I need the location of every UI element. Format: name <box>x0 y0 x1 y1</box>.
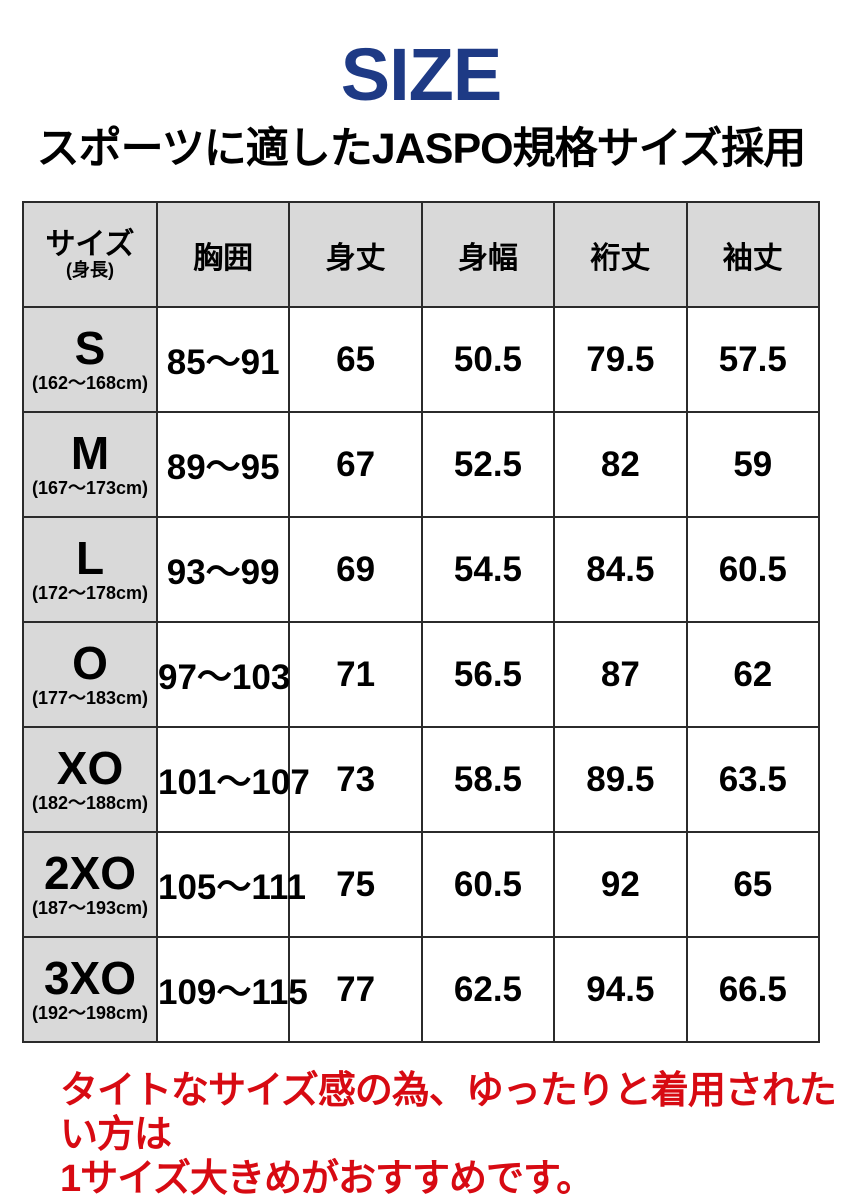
table-row-o: O (177〜183cm) 97〜103 71 56.5 87 62 <box>22 621 821 729</box>
size-label: 2XO <box>43 847 137 899</box>
chest-value: 93〜99 <box>155 516 291 624</box>
size-table: サイズ (身長) 胸囲 身丈 身幅 裄丈 袖丈 S (162〜168cm) 85… <box>22 201 821 1044</box>
body-width-value: 56.5 <box>420 621 556 729</box>
body-width-value: 54.5 <box>420 516 556 624</box>
table-row-2xo: 2XO (187〜193cm) 105〜111 75 60.5 92 65 <box>22 831 821 939</box>
table-row-m: M (167〜173cm) 89〜95 67 52.5 82 59 <box>22 411 821 519</box>
header-cell-yuki-length: 裄丈 <box>553 201 688 309</box>
yuki-length-value: 92 <box>553 831 688 939</box>
size-cell: 3XO (192〜198cm) <box>22 936 158 1044</box>
height-range-label: (192〜198cm) <box>31 1003 149 1023</box>
body-width-value: 62.5 <box>420 936 556 1044</box>
height-range-label: (162〜168cm) <box>31 373 149 393</box>
body-width-value: 52.5 <box>420 411 556 519</box>
body-length-value: 77 <box>288 936 423 1044</box>
body-width-value: 58.5 <box>420 726 556 834</box>
body-length-value: 71 <box>288 621 423 729</box>
sleeve-length-value: 62 <box>685 621 821 729</box>
yuki-length-value: 89.5 <box>553 726 688 834</box>
body-length-value: 73 <box>288 726 423 834</box>
table-row-l: L (172〜178cm) 93〜99 69 54.5 84.5 60.5 <box>22 516 821 624</box>
header-size-label: サイズ <box>45 228 135 262</box>
size-cell: 2XO (187〜193cm) <box>22 831 158 939</box>
fit-note-line1: タイトなサイズ感の為、ゆったりと着用されたい方は <box>60 1070 837 1157</box>
chest-value: 101〜107 <box>155 726 310 834</box>
chest-value: 89〜95 <box>155 411 291 519</box>
fit-note: タイトなサイズ感の為、ゆったりと着用されたい方は 1サイズ大きめがおすすめです。 <box>60 1069 842 1200</box>
header-size-sublabel: (身長) <box>66 259 114 280</box>
header-cell-chest: 胸囲 <box>155 201 291 309</box>
page-title: SIZE <box>340 33 502 116</box>
size-cell: XO (182〜188cm) <box>22 726 158 834</box>
sleeve-length-value: 59 <box>685 411 821 519</box>
size-cell: O (177〜183cm) <box>22 621 158 729</box>
size-label: L <box>75 532 105 584</box>
height-range-label: (187〜193cm) <box>31 898 149 918</box>
chest-value: 85〜91 <box>155 306 291 414</box>
chest-value: 109〜115 <box>155 936 308 1044</box>
size-label: S <box>74 322 106 374</box>
height-range-label: (172〜178cm) <box>31 583 149 603</box>
table-row-xo: XO (182〜188cm) 101〜107 73 58.5 89.5 63.5 <box>22 726 821 834</box>
body-width-value: 50.5 <box>420 306 556 414</box>
header-cell-body-length: 身丈 <box>288 201 423 309</box>
yuki-length-value: 94.5 <box>553 936 688 1044</box>
body-length-value: 75 <box>288 831 423 939</box>
page-subtitle: スポーツに適したJASPO規格サイズ採用 <box>36 125 807 173</box>
sleeve-length-value: 60.5 <box>685 516 821 624</box>
table-row-3xo: 3XO (192〜198cm) 109〜115 77 62.5 94.5 66.… <box>22 936 821 1044</box>
header-cell-sleeve-length: 袖丈 <box>685 201 821 309</box>
height-range-label: (182〜188cm) <box>31 793 149 813</box>
header-cell-body-width: 身幅 <box>420 201 556 309</box>
size-label: O <box>72 637 108 689</box>
size-cell: S (162〜168cm) <box>22 306 158 414</box>
sleeve-length-value: 57.5 <box>685 306 821 414</box>
size-label: 3XO <box>43 952 137 1004</box>
body-length-value: 67 <box>288 411 423 519</box>
body-width-value: 60.5 <box>420 831 556 939</box>
yuki-length-value: 84.5 <box>553 516 688 624</box>
body-length-value: 65 <box>288 306 423 414</box>
header-cell-size: サイズ (身長) <box>22 201 158 309</box>
size-label: XO <box>56 742 124 794</box>
height-range-label: (177〜183cm) <box>31 688 149 708</box>
chest-value: 105〜111 <box>155 831 306 939</box>
height-range-label: (167〜173cm) <box>31 478 149 498</box>
sleeve-length-value: 63.5 <box>685 726 821 834</box>
table-row-s: S (162〜168cm) 85〜91 65 50.5 79.5 57.5 <box>22 306 821 414</box>
size-cell: M (167〜173cm) <box>22 411 158 519</box>
sleeve-length-value: 65 <box>685 831 821 939</box>
size-label: M <box>70 427 110 479</box>
table-header-row: サイズ (身長) 胸囲 身丈 身幅 裄丈 袖丈 <box>22 201 821 309</box>
fit-note-line2: 1サイズ大きめがおすすめです。 <box>60 1158 594 1200</box>
yuki-length-value: 87 <box>553 621 688 729</box>
sleeve-length-value: 66.5 <box>685 936 821 1044</box>
size-cell: L (172〜178cm) <box>22 516 158 624</box>
body-length-value: 69 <box>288 516 423 624</box>
chest-value: 97〜103 <box>155 621 291 729</box>
yuki-length-value: 82 <box>553 411 688 519</box>
yuki-length-value: 79.5 <box>553 306 688 414</box>
